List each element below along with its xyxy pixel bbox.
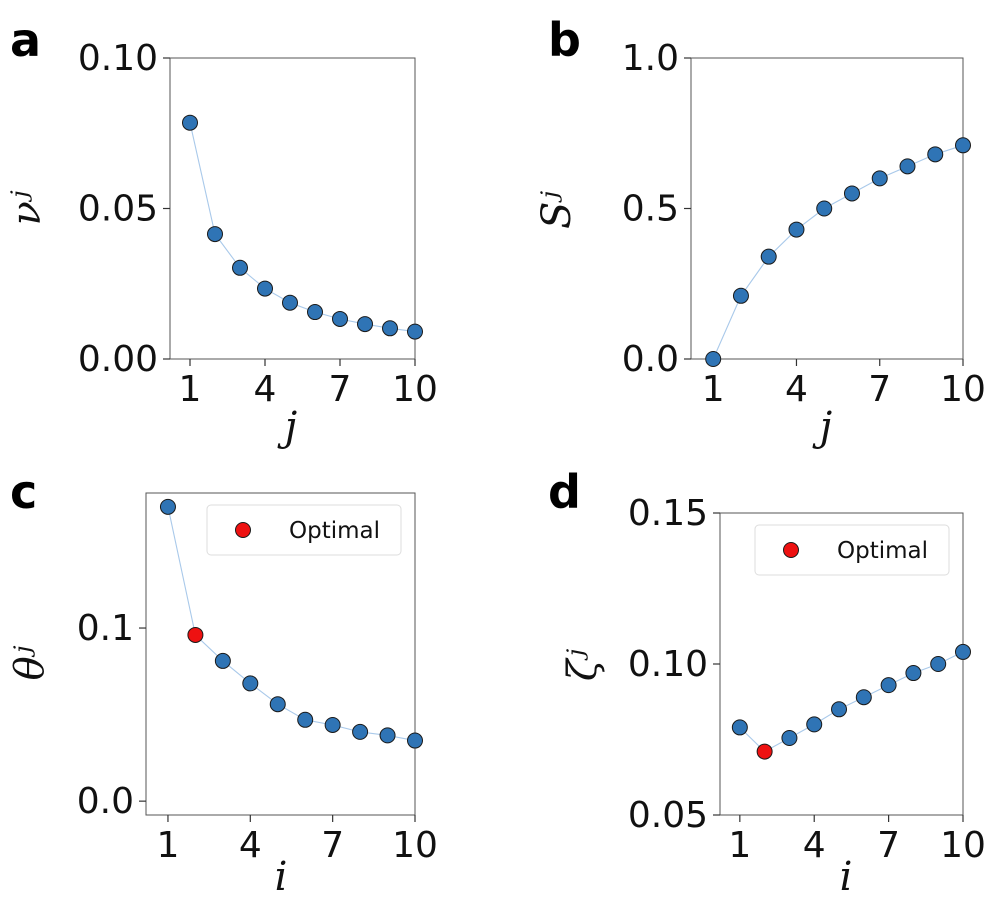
series-line	[739, 651, 964, 753]
data-point	[382, 320, 398, 337]
legend-frame	[754, 524, 950, 576]
data-point	[207, 226, 223, 243]
panel-letter: b	[548, 13, 581, 67]
optimal-point	[187, 626, 204, 643]
data-point	[831, 701, 848, 718]
data-point	[232, 259, 248, 276]
x-axis-label: j	[277, 404, 297, 450]
data-point	[379, 727, 396, 744]
y-tick-label: 0.5	[622, 189, 679, 230]
data-point	[307, 304, 323, 321]
data-point	[781, 729, 798, 746]
x-axis-label: j	[812, 404, 832, 450]
data-point	[324, 716, 341, 733]
x-tick-label: 4	[254, 369, 277, 410]
x-tick-label: 7	[877, 825, 900, 866]
data-point	[930, 656, 947, 672]
panel-b: b 0.0 0.5 1.0 1 4 7 10 j Sʲ	[534, 13, 986, 450]
data-point	[905, 665, 922, 682]
data-point	[955, 643, 971, 660]
data-point	[297, 711, 314, 728]
y-tick-label: 0.00	[78, 339, 158, 380]
x-tick-label: 7	[868, 369, 891, 410]
x-axis-label: i	[275, 854, 288, 897]
x-tick-label: 4	[803, 825, 826, 866]
legend-label-optimal: Optimal	[289, 518, 380, 544]
data-point	[816, 200, 833, 217]
data-point	[242, 675, 259, 692]
data-point	[357, 316, 373, 333]
panel-c: c 0.0 0.1 1 4 7 10 i θʲ Optimal	[7, 465, 438, 897]
y-tick-label: 0.05	[628, 795, 708, 836]
data-point	[705, 351, 722, 367]
data-point	[732, 287, 749, 304]
data-point	[257, 280, 273, 297]
data-point	[955, 137, 971, 154]
legend-frame	[206, 504, 402, 556]
series-line	[712, 144, 964, 360]
legend: Optimal	[754, 524, 950, 576]
y-axis-label: θʲ	[7, 645, 53, 680]
y-tick-label: 0.1	[77, 608, 134, 649]
series-line	[189, 122, 416, 333]
x-tick-label: 7	[329, 369, 352, 410]
x-tick-label: 1	[702, 369, 725, 410]
x-tick-label: 1	[157, 825, 180, 866]
data-point	[843, 185, 860, 202]
data-point	[927, 146, 944, 163]
x-tick-label: 4	[785, 369, 808, 410]
x-tick-label: 1	[179, 369, 202, 410]
legend-marker-optimal	[783, 542, 799, 558]
legend-label-optimal: Optimal	[837, 538, 928, 564]
y-tick-label: 0.0	[622, 339, 679, 380]
x-tick-label: 1	[728, 825, 751, 866]
x-tick-label: 4	[239, 825, 262, 866]
data-point	[871, 170, 888, 187]
y-tick-label: 0.0	[77, 781, 134, 822]
data-point	[269, 696, 286, 713]
data-point	[407, 323, 423, 340]
legend-marker-optimal	[235, 522, 251, 538]
data-point	[760, 248, 777, 265]
data-point	[159, 498, 176, 515]
data-point	[214, 652, 231, 669]
panel-d: d 0.05 0.10 0.15 1 4 7 10 i ζʲ Optimal	[548, 465, 986, 897]
data-point	[731, 719, 748, 736]
y-tick-label: 0.10	[628, 644, 708, 685]
legend: Optimal	[206, 504, 402, 556]
panel-letter: d	[548, 465, 581, 519]
y-tick-label: 0.05	[78, 189, 158, 230]
x-axis-label: i	[840, 854, 853, 897]
data-point	[855, 689, 872, 706]
data-point	[182, 114, 198, 131]
data-point	[282, 294, 298, 311]
x-tick-label: 10	[392, 369, 438, 410]
data-point	[407, 732, 423, 749]
data-point	[806, 716, 823, 733]
panel-a: a 0.00 0.05 0.10 1 4 7 10 j νʲ	[4, 13, 438, 450]
x-tick-label: 7	[321, 825, 344, 866]
x-tick-label: 10	[940, 369, 986, 410]
plot-area-frame	[169, 57, 416, 360]
y-tick-label: 0.15	[628, 493, 708, 534]
x-tick-label: 10	[940, 825, 986, 866]
y-tick-label: 1.0	[622, 38, 679, 79]
series-line	[167, 506, 416, 742]
data-point	[788, 221, 805, 238]
data-point	[352, 723, 369, 740]
x-tick-label: 10	[392, 825, 438, 866]
optimal-point	[756, 743, 773, 760]
y-axis-label: νʲ	[4, 190, 50, 225]
data-point	[899, 158, 916, 175]
data-point	[880, 677, 897, 694]
data-point	[332, 310, 348, 327]
panel-letter: c	[10, 465, 37, 519]
panel-letter: a	[10, 13, 41, 67]
y-axis-label: ζʲ	[560, 648, 606, 681]
y-axis-label: Sʲ	[534, 191, 580, 229]
y-tick-label: 0.10	[78, 38, 158, 79]
